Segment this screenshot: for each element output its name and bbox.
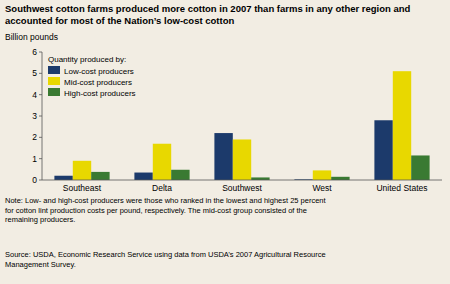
bar <box>233 139 251 180</box>
bar <box>313 170 331 180</box>
x-tick-label: United States <box>376 183 427 193</box>
annotation: Management Survey. <box>5 260 76 269</box>
bar <box>214 133 232 180</box>
bar <box>411 155 429 180</box>
bar <box>54 176 72 180</box>
x-axis <box>42 180 442 181</box>
y-tick <box>39 180 42 181</box>
legend-label: High-cost producers <box>64 89 136 98</box>
bar <box>374 120 392 180</box>
bar <box>134 173 152 180</box>
title: accounted for most of the Nation’s low-c… <box>5 15 234 26</box>
bar <box>331 177 349 180</box>
y-tick <box>39 94 42 95</box>
bars <box>54 71 429 180</box>
y-tick-label: 3 <box>32 111 37 121</box>
x-tick-label: West <box>312 183 332 193</box>
annotation: remaining producers. <box>5 215 75 224</box>
y-tick-label: 2 <box>32 132 37 142</box>
bar <box>91 172 109 180</box>
annotation: Source: USDA, Economic Research Service … <box>5 250 326 259</box>
legend-swatch <box>48 88 60 96</box>
y-tick <box>39 73 42 74</box>
legend-swatch <box>48 66 60 74</box>
y-tick-label: 0 <box>32 175 37 185</box>
y-axis <box>42 52 43 180</box>
bar <box>171 170 189 180</box>
bar <box>393 71 411 180</box>
bar <box>153 144 171 180</box>
annotation: Note: Low- and high-cost producers were … <box>5 196 327 205</box>
x-tick-label: Southwest <box>222 183 262 193</box>
x-tick-label: Southeast <box>63 183 102 193</box>
legend: Quantity produced by: Low-cost producers M… <box>48 55 136 98</box>
legend-label: Mid-cost producers <box>64 78 132 87</box>
legend-swatch <box>48 77 60 85</box>
y-axis-label: Billion pounds <box>5 32 58 42</box>
legend-title: Quantity produced by: <box>48 55 126 64</box>
y-tick <box>39 158 42 159</box>
y-tick <box>39 52 42 53</box>
title: Southwest cotton farms produced more cot… <box>5 3 411 14</box>
y-tick <box>39 116 42 117</box>
y-tick-label: 6 <box>32 47 37 57</box>
annotation: for cotton lint production costs per pou… <box>5 206 307 215</box>
legend-label: Low-cost producers <box>64 67 134 76</box>
y-tick-label: 5 <box>32 68 37 78</box>
y-tick-label: 4 <box>32 90 37 100</box>
bar <box>73 161 91 180</box>
x-tick-label: Delta <box>152 183 172 193</box>
y-tick-label: 1 <box>32 154 37 164</box>
chart: Southwest cotton farms produced more cot… <box>0 0 450 284</box>
y-tick <box>39 137 42 138</box>
